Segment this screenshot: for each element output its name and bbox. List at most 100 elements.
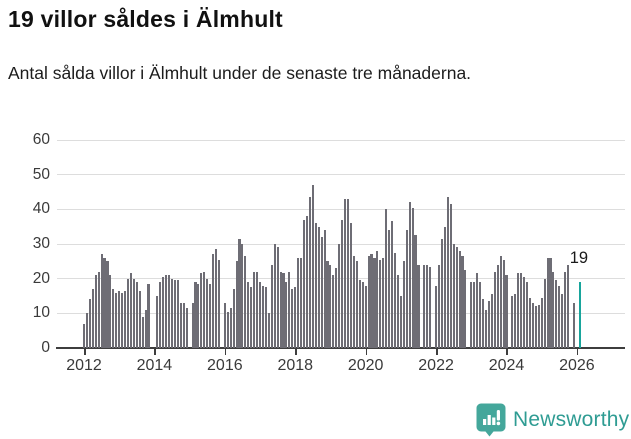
bar — [393, 252, 397, 348]
bar — [159, 282, 162, 348]
bar — [305, 216, 309, 348]
y-axis-label: 30 — [32, 235, 50, 252]
bar — [352, 256, 355, 348]
bar — [182, 302, 185, 348]
bar — [417, 264, 420, 348]
bar — [391, 221, 394, 348]
bar — [106, 261, 109, 348]
gridline-20 — [57, 278, 625, 280]
bar — [206, 278, 209, 348]
last-value-label: 19 — [569, 249, 589, 268]
bar — [361, 282, 364, 348]
chart-subtitle: Antal sålda villor i Älmhult under de se… — [8, 63, 472, 83]
bar — [235, 261, 238, 348]
bar — [455, 247, 458, 348]
x-axis-line — [56, 347, 625, 349]
bar — [558, 285, 561, 348]
y-axis-label: 50 — [32, 165, 50, 183]
bar — [212, 254, 215, 348]
bar — [523, 276, 526, 348]
brand-logo: Newsworthy — [476, 403, 629, 437]
bar — [129, 273, 132, 348]
y-axis-label: 0 — [41, 339, 50, 356]
bar — [426, 264, 429, 348]
bar — [379, 259, 382, 348]
bar — [517, 273, 520, 348]
bar — [561, 294, 564, 348]
bar — [572, 302, 576, 348]
bar — [323, 230, 326, 348]
bar — [303, 219, 306, 348]
bar — [156, 296, 159, 348]
bar — [543, 278, 546, 348]
bar — [162, 276, 165, 348]
bar — [484, 309, 487, 348]
bar — [270, 264, 273, 348]
bar — [537, 304, 540, 348]
bar — [385, 209, 388, 348]
bar — [358, 280, 361, 348]
bar — [258, 282, 262, 348]
bar — [273, 244, 276, 348]
bar — [446, 197, 449, 348]
bar — [147, 283, 150, 348]
x-axis-tick — [365, 349, 368, 355]
bar — [200, 273, 203, 348]
bar — [253, 271, 256, 348]
bar — [411, 207, 414, 348]
bar — [238, 238, 241, 348]
bar — [179, 302, 182, 348]
bar — [247, 282, 250, 348]
bar — [429, 266, 432, 348]
bar — [402, 261, 405, 348]
bar — [103, 257, 106, 348]
bar — [490, 294, 493, 348]
bar — [282, 273, 285, 348]
bar — [168, 275, 171, 348]
bar — [135, 282, 138, 348]
bar — [229, 308, 232, 348]
x-axis-label: 2022 — [418, 357, 454, 374]
bar — [250, 287, 253, 348]
bar — [499, 256, 502, 348]
bar — [329, 264, 332, 348]
bar — [191, 302, 194, 348]
x-axis-label: 2026 — [559, 357, 595, 374]
x-axis-label: 2018 — [277, 357, 314, 374]
bar — [173, 280, 176, 348]
bar — [437, 264, 441, 348]
bar — [341, 219, 344, 348]
bar — [423, 264, 426, 348]
x-axis-tick — [295, 349, 297, 355]
bar — [223, 302, 226, 348]
bar — [185, 308, 188, 348]
y-axis-label: 10 — [32, 304, 50, 322]
bar — [100, 254, 103, 348]
bar — [144, 309, 147, 348]
bar — [226, 311, 229, 348]
x-axis-tick — [576, 349, 579, 355]
bar — [405, 230, 408, 348]
bar — [176, 280, 179, 348]
bar — [121, 292, 124, 348]
bar — [414, 235, 417, 348]
bar — [256, 271, 259, 348]
gridline-60 — [57, 139, 625, 141]
bar — [458, 250, 461, 348]
bar — [85, 313, 88, 348]
bar — [520, 273, 523, 348]
bar — [308, 197, 311, 348]
bar — [320, 237, 323, 348]
bar — [332, 275, 335, 348]
bar — [470, 282, 473, 348]
bar — [326, 261, 329, 348]
x-axis-tick — [154, 349, 156, 355]
bar — [126, 278, 130, 348]
bar — [124, 290, 127, 348]
bar — [476, 273, 479, 348]
bar — [232, 289, 235, 348]
gridline-40 — [57, 208, 625, 210]
bar — [349, 223, 353, 348]
bar — [567, 264, 570, 348]
